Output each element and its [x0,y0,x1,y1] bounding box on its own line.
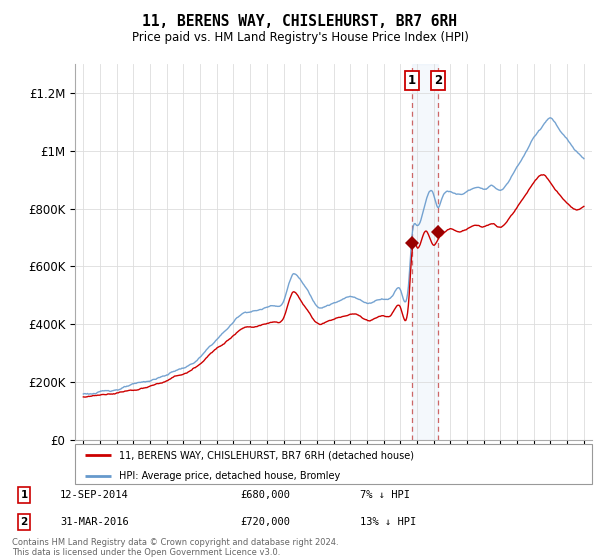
Text: 2: 2 [434,74,442,87]
FancyBboxPatch shape [75,444,592,484]
Text: 1: 1 [408,74,416,87]
Text: 11, BERENS WAY, CHISLEHURST, BR7 6RH: 11, BERENS WAY, CHISLEHURST, BR7 6RH [143,14,458,29]
Text: £720,000: £720,000 [240,517,290,527]
Text: £680,000: £680,000 [240,490,290,500]
Text: HPI: Average price, detached house, Bromley: HPI: Average price, detached house, Brom… [119,470,340,480]
Text: Contains HM Land Registry data © Crown copyright and database right 2024.
This d: Contains HM Land Registry data © Crown c… [12,538,338,557]
Text: 1: 1 [20,490,28,500]
Text: Price paid vs. HM Land Registry's House Price Index (HPI): Price paid vs. HM Land Registry's House … [131,31,469,44]
Text: 12-SEP-2014: 12-SEP-2014 [60,490,129,500]
Text: 31-MAR-2016: 31-MAR-2016 [60,517,129,527]
Text: 11, BERENS WAY, CHISLEHURST, BR7 6RH (detached house): 11, BERENS WAY, CHISLEHURST, BR7 6RH (de… [119,450,414,460]
Text: 13% ↓ HPI: 13% ↓ HPI [360,517,416,527]
Bar [412,64,438,440]
Text: 2: 2 [20,517,28,527]
Text: 7% ↓ HPI: 7% ↓ HPI [360,490,410,500]
